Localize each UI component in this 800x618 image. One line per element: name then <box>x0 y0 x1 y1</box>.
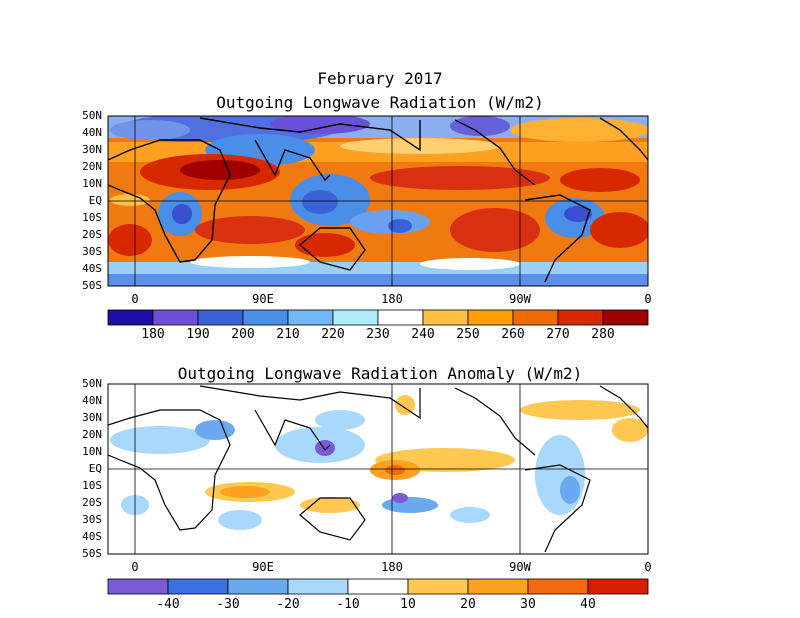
anomaly-lat-label: EQ <box>88 462 102 475</box>
anomaly-colorbar-label: 40 <box>580 597 596 612</box>
anomaly-lat-label: 10N <box>82 445 102 458</box>
olr-lat-label: 30S <box>82 245 102 258</box>
anomaly-lat-label: 50S <box>82 547 102 560</box>
colorbar-swatch <box>347 578 409 595</box>
panel-2-title: Outgoing Longwave Radiation Anomaly (W/m… <box>177 364 583 383</box>
olr-colorbar-label: 210 <box>276 327 300 342</box>
olr-lon-label: 0 <box>644 292 652 306</box>
olr-lat-label: 50S <box>82 279 102 292</box>
colorbar-swatch <box>242 309 289 326</box>
colorbar-swatch <box>287 309 334 326</box>
anomaly-colorbar-label: -10 <box>336 597 360 612</box>
olr-colorbar-label: 250 <box>456 327 480 342</box>
olr-colorbar-label: 190 <box>186 327 210 342</box>
colorbar-swatch <box>107 578 169 595</box>
colorbar-swatch <box>167 578 229 595</box>
olr-colorbar-label: 220 <box>321 327 345 342</box>
colorbar-swatch <box>197 309 244 326</box>
colorbar-swatch <box>587 578 649 595</box>
panel-1-title: Outgoing Longwave Radiation (W/m2) <box>216 93 544 112</box>
olr-colorbar-label: 280 <box>591 327 615 342</box>
anomaly-lat-label: 20S <box>82 496 102 509</box>
anomaly-lon-label: 90E <box>252 560 274 574</box>
colorbar-swatch <box>332 309 379 326</box>
colorbar-swatch <box>527 578 589 595</box>
anomaly-lat-label: 40S <box>82 530 102 543</box>
colorbar-swatch <box>377 309 424 326</box>
colorbar-swatch <box>467 578 529 595</box>
anomaly-lat-label: 30N <box>82 411 102 424</box>
olr-lat-label: 10S <box>82 211 102 224</box>
anomaly-lat-label: 40N <box>82 394 102 407</box>
main-title: February 2017 <box>317 69 443 88</box>
olr-map <box>107 115 649 287</box>
olr-lat-label: 30N <box>82 143 102 156</box>
anomaly-colorbar-label: -20 <box>276 597 300 612</box>
colorbar-swatch <box>467 309 514 326</box>
olr-colorbar <box>107 309 649 326</box>
anomaly-colorbar-label: -40 <box>156 597 180 612</box>
olr-colorbar-label: 240 <box>411 327 435 342</box>
olr-colorbar-label: 230 <box>366 327 390 342</box>
olr-lon-label: 180 <box>381 292 403 306</box>
colorbar-swatch <box>227 578 289 595</box>
olr-lat-label: 50N <box>82 109 102 122</box>
colorbar-swatch <box>152 309 199 326</box>
olr-colorbar-label: 260 <box>501 327 525 342</box>
olr-lat-label: 40S <box>82 262 102 275</box>
olr-lat-label: EQ <box>88 194 102 207</box>
olr-colorbar-label: 180 <box>141 327 165 342</box>
colorbar-swatch <box>107 309 154 326</box>
anomaly-colorbar-label: 30 <box>520 597 536 612</box>
anomaly-lon-label: 0 <box>644 560 652 574</box>
anomaly-lat-label: 50N <box>82 377 102 390</box>
colorbar-swatch <box>602 309 649 326</box>
anomaly-colorbar-label: 20 <box>460 597 476 612</box>
anomaly-lon-label: 0 <box>131 560 139 574</box>
anomaly-lat-label: 10S <box>82 479 102 492</box>
colorbar-swatch <box>287 578 349 595</box>
anomaly-colorbar <box>107 578 649 595</box>
anomaly-colorbar-label: -30 <box>216 597 240 612</box>
anomaly-lon-label: 90W <box>509 560 531 574</box>
colorbar-swatch <box>557 309 604 326</box>
olr-colorbar-label: 200 <box>231 327 255 342</box>
olr-lat-label: 40N <box>82 126 102 139</box>
olr-lat-label: 20N <box>82 160 102 173</box>
olr-lon-label: 0 <box>131 292 139 306</box>
anomaly-lat-label: 20N <box>82 428 102 441</box>
anomaly-colorbar-label: 10 <box>400 597 416 612</box>
anomaly-map <box>107 383 649 555</box>
olr-lon-label: 90W <box>509 292 531 306</box>
colorbar-swatch <box>422 309 469 326</box>
olr-lat-label: 10N <box>82 177 102 190</box>
anomaly-lat-label: 30S <box>82 513 102 526</box>
anomaly-lon-label: 180 <box>381 560 403 574</box>
olr-colorbar-label: 270 <box>546 327 570 342</box>
colorbar-swatch <box>407 578 469 595</box>
colorbar-swatch <box>512 309 559 326</box>
olr-lat-label: 20S <box>82 228 102 241</box>
olr-lon-label: 90E <box>252 292 274 306</box>
